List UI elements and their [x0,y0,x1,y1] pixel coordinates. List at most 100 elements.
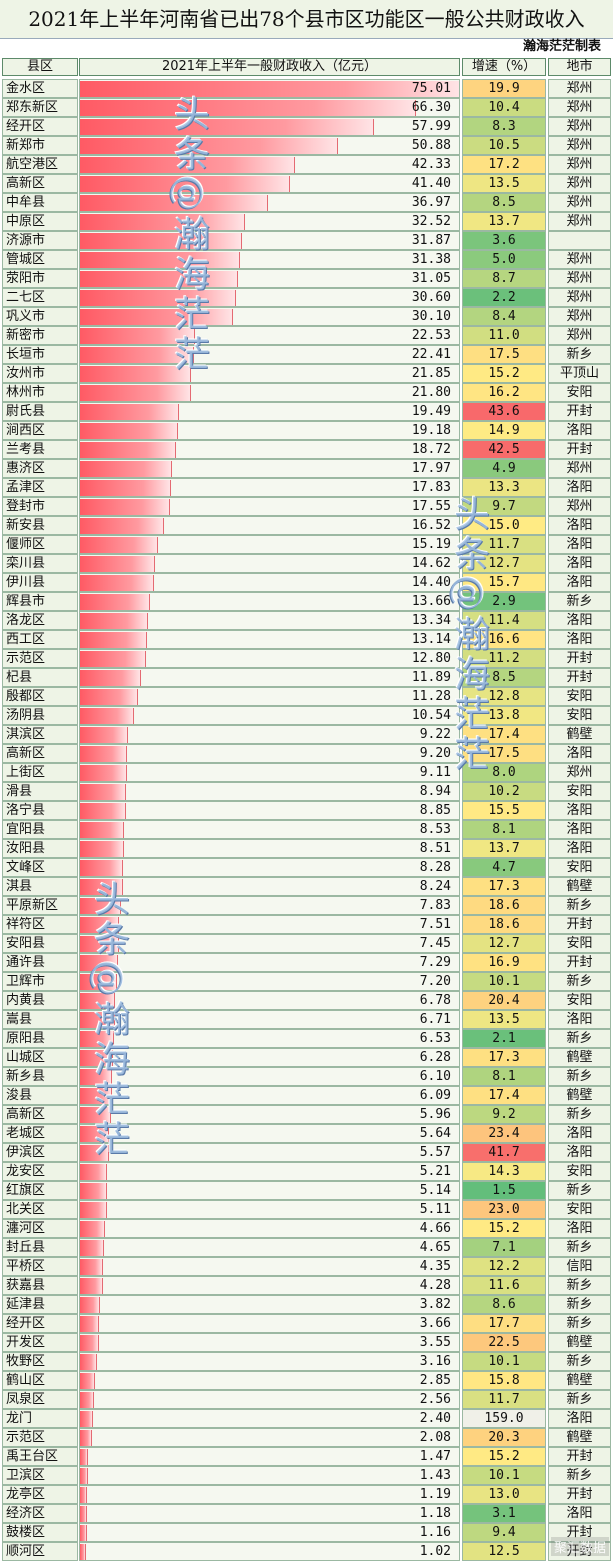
bar-row: 5.57 [79,1143,460,1162]
bar-row: 13.14 [79,630,460,649]
city-label: 洛阳 [548,820,611,839]
revenue-value-label: 22.41 [411,347,451,362]
revenue-bar [80,841,124,857]
bar-row: 6.10 [79,1067,460,1086]
growth-rate-cell: 3.6 [462,231,546,250]
county-label: 平原新区 [2,896,78,915]
county-label: 经济区 [2,1504,78,1523]
city-label: 鹤壁 [548,1428,611,1447]
revenue-value-label: 8.24 [419,879,451,894]
bar-row: 1.47 [79,1447,460,1466]
county-label: 淇县 [2,877,78,896]
growth-rate-cell: 17.4 [462,725,546,744]
county-label: 龙门 [2,1409,78,1428]
bar-row: 6.78 [79,991,460,1010]
revenue-value-label: 6.28 [419,1050,451,1065]
revenue-value-label: 6.78 [419,993,451,1008]
county-label: 殷都区 [2,687,78,706]
bar-row: 4.35 [79,1257,460,1276]
revenue-value-label: 66.30 [411,100,451,115]
header-growth: 增速（%） [462,58,546,76]
city-label: 安阳 [548,383,611,402]
revenue-bar [80,347,194,363]
county-label: 西工区 [2,630,78,649]
bar-row: 15.19 [79,535,460,554]
city-label: 洛阳 [548,1504,611,1523]
county-label: 高新区 [2,744,78,763]
city-label: 鹤壁 [548,877,611,896]
bar-row: 6.28 [79,1048,460,1067]
revenue-bar [80,195,268,211]
county-label: 北关区 [2,1200,78,1219]
county-label: 管城区 [2,250,78,269]
bar-row: 9.22 [79,725,460,744]
growth-rate-cell: 13.7 [462,839,546,858]
bar-row: 2.56 [79,1390,460,1409]
bar-row: 10.54 [79,706,460,725]
bar-row: 16.52 [79,516,460,535]
revenue-value-label: 31.87 [411,233,451,248]
county-label: 中原区 [2,212,78,231]
bar-row: 30.10 [79,307,460,326]
revenue-value-label: 6.71 [419,1012,451,1027]
bar-row: 7.45 [79,934,460,953]
city-label: 鹤壁 [548,725,611,744]
growth-rate-cell: 12.5 [462,1542,546,1561]
bar-row: 3.82 [79,1295,460,1314]
growth-rate-cell: 14.9 [462,421,546,440]
revenue-bar [80,499,170,515]
bar-row: 5.11 [79,1200,460,1219]
revenue-bar [80,917,119,933]
city-label: 新乡 [548,1390,611,1409]
county-label: 新乡县 [2,1067,78,1086]
revenue-value-label: 14.62 [411,556,451,571]
city-label: 鹤壁 [548,1048,611,1067]
bar-row: 31.05 [79,269,460,288]
bar-row: 17.97 [79,459,460,478]
county-label: 辉县市 [2,592,78,611]
revenue-bar [80,1088,112,1104]
city-label: 洛阳 [548,554,611,573]
city-label: 郑州 [548,212,611,231]
county-label: 淇滨区 [2,725,78,744]
city-label: 洛阳 [548,630,611,649]
revenue-value-label: 3.55 [419,1335,451,1350]
growth-rate-cell: 13.3 [462,478,546,497]
revenue-bar [80,1430,92,1446]
city-label [548,231,611,250]
bar-row: 2.08 [79,1428,460,1447]
growth-rate-cell: 20.3 [462,1428,546,1447]
growth-rate-cell: 17.5 [462,744,546,763]
county-label: 汝阳县 [2,839,78,858]
revenue-bar [80,1278,103,1294]
county-label: 延津县 [2,1295,78,1314]
bar-row: 42.33 [79,155,460,174]
city-label: 安阳 [548,1162,611,1181]
growth-rate-cell: 15.2 [462,364,546,383]
revenue-bar [80,1544,86,1560]
city-label: 开封 [548,1447,611,1466]
growth-rate-cell: 5.0 [462,250,546,269]
city-label: 安阳 [548,858,611,877]
revenue-bar [80,1354,97,1370]
revenue-bar [80,1202,107,1218]
county-label: 惠济区 [2,459,78,478]
city-label: 开封 [548,440,611,459]
revenue-bar [80,518,164,534]
growth-rate-cell: 12.7 [462,934,546,953]
city-label: 安阳 [548,687,611,706]
revenue-value-label: 6.53 [419,1031,451,1046]
revenue-value-label: 2.85 [419,1373,451,1388]
revenue-bar [80,157,295,173]
growth-rate-cell: 9.2 [462,1105,546,1124]
revenue-value-label: 1.18 [419,1506,451,1521]
growth-rate-cell: 1.5 [462,1181,546,1200]
revenue-bar [80,689,138,705]
revenue-value-label: 5.57 [419,1145,451,1160]
revenue-bar [80,1468,88,1484]
revenue-value-label: 22.53 [411,328,451,343]
county-label: 中牟县 [2,193,78,212]
city-label: 洛阳 [548,839,611,858]
growth-rate-cell: 12.2 [462,1257,546,1276]
revenue-bar [80,100,416,116]
